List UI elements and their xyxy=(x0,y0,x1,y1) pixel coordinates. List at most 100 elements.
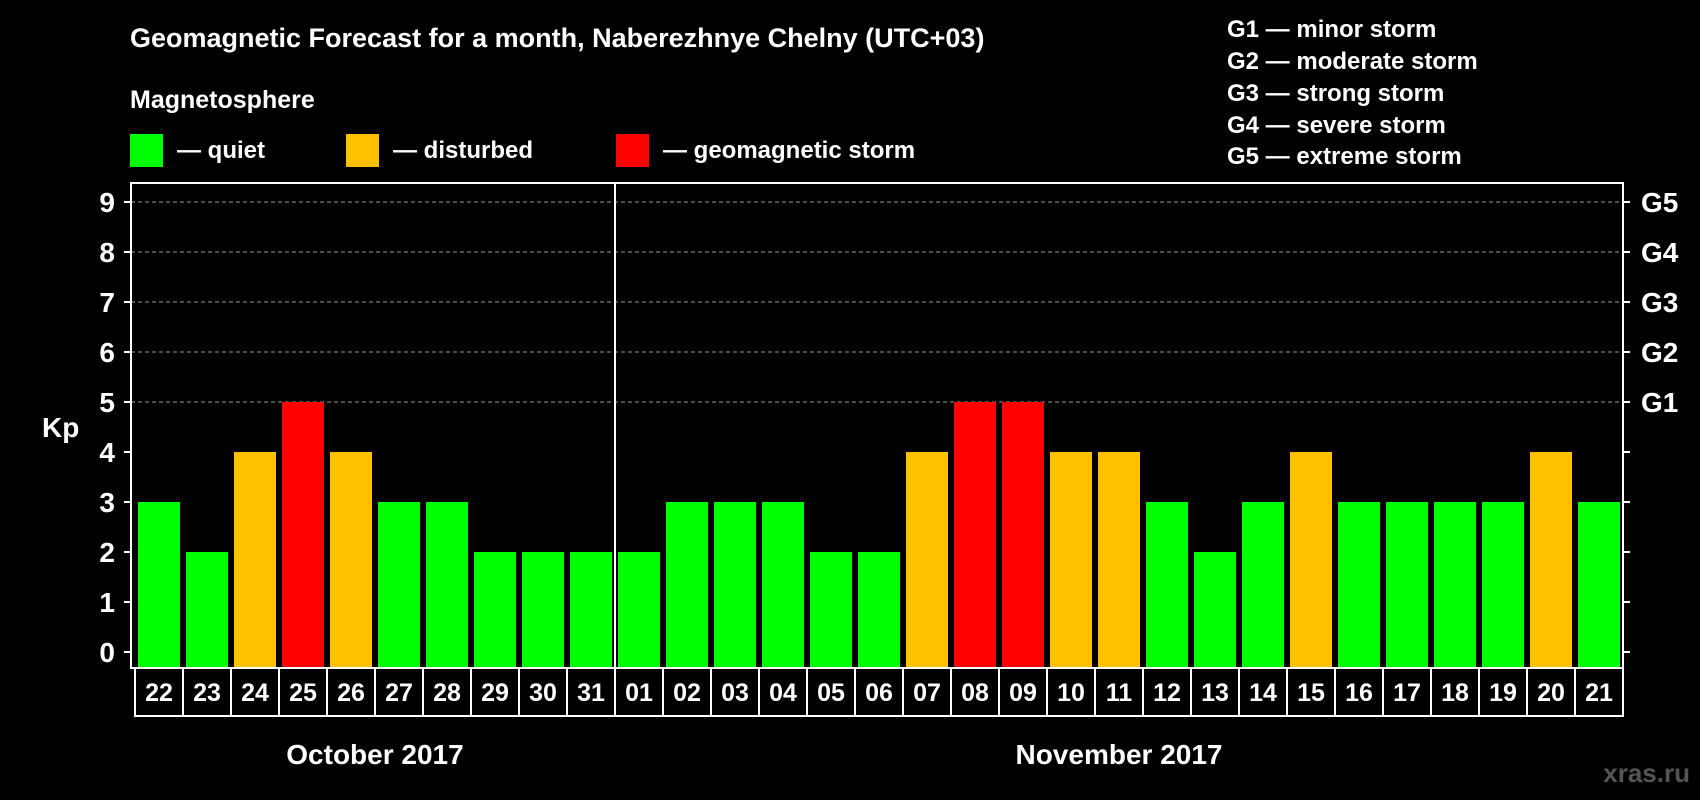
legend-label-quiet: — quiet xyxy=(177,137,265,164)
g-tick-label: G5 xyxy=(1641,187,1678,218)
bar-12 xyxy=(1146,502,1188,668)
date-label-01: 01 xyxy=(625,679,653,707)
legend-swatch-disturbed xyxy=(346,134,379,167)
bar-27 xyxy=(378,502,420,668)
date-label-18: 18 xyxy=(1441,679,1469,707)
legend: — quiet — disturbed — geomagnetic storm xyxy=(130,134,915,167)
date-label-31: 31 xyxy=(577,679,605,707)
date-label-06: 06 xyxy=(865,679,893,707)
date-label-03: 03 xyxy=(721,679,749,707)
chart-title: Geomagnetic Forecast for a month, Nabere… xyxy=(130,23,984,53)
date-label-04: 04 xyxy=(769,679,797,707)
bar-21 xyxy=(1578,502,1620,668)
bar-16 xyxy=(1338,502,1380,668)
g-scale-g5: G5 — extreme storm xyxy=(1227,143,1462,170)
date-label-05: 05 xyxy=(817,679,845,707)
bar-24 xyxy=(234,452,276,668)
date-label-19: 19 xyxy=(1489,679,1517,707)
g-scale-g3: G3 — strong storm xyxy=(1227,80,1444,107)
bar-23 xyxy=(186,552,228,668)
y-tick-label: 9 xyxy=(99,187,115,218)
month-label: November 2017 xyxy=(1015,739,1222,770)
month-label: October 2017 xyxy=(286,739,463,770)
bar-26 xyxy=(330,452,372,668)
bar-13 xyxy=(1194,552,1236,668)
y-tick-label: 8 xyxy=(99,237,115,268)
bar-20 xyxy=(1530,452,1572,668)
date-label-15: 15 xyxy=(1297,679,1325,707)
y-axis-label: Kp xyxy=(42,412,79,443)
g-scale-g2: G2 — moderate storm xyxy=(1227,48,1478,75)
date-label-09: 09 xyxy=(1009,679,1037,707)
date-axis-frame xyxy=(134,667,1624,717)
bar-03 xyxy=(714,502,756,668)
date-label-10: 10 xyxy=(1057,679,1085,707)
month-labels: October 2017 November 2017 xyxy=(286,739,1222,770)
g-tick-label: G4 xyxy=(1641,237,1679,268)
y-tick-label: 4 xyxy=(99,437,115,468)
date-label-17: 17 xyxy=(1393,679,1421,707)
y-tick-label: 3 xyxy=(99,487,115,518)
date-label-02: 02 xyxy=(673,679,701,707)
bar-17 xyxy=(1386,502,1428,668)
y-tick-label: 6 xyxy=(99,337,115,368)
bar-15 xyxy=(1290,452,1332,668)
date-label-26: 26 xyxy=(337,679,365,707)
g-scale-g4: G4 — severe storm xyxy=(1227,112,1446,139)
date-label-29: 29 xyxy=(481,679,509,707)
g-tick-label: G2 xyxy=(1641,337,1678,368)
bar-10 xyxy=(1050,452,1092,668)
bar-02 xyxy=(666,502,708,668)
bar-25 xyxy=(282,402,324,668)
bar-18 xyxy=(1434,502,1476,668)
g-axis-ticks: G1 G2 G3 G4 G5 xyxy=(1623,187,1679,653)
watermark: xras.ru xyxy=(1603,758,1690,788)
date-axis: 22 23 24 25 26 27 28 29 30 31 01 02 03 04 05 06 07 08 09 10… xyxy=(134,667,1624,717)
bar-11 xyxy=(1098,452,1140,668)
date-label-11: 11 xyxy=(1106,679,1133,707)
date-label-12: 12 xyxy=(1153,679,1181,707)
g-scale-legend: G1 — minor storm G2 — moderate storm G3 … xyxy=(1227,16,1478,170)
y-axis-ticks: 0 1 2 3 4 5 6 7 8 9 xyxy=(99,187,131,668)
bar-04 xyxy=(762,502,804,668)
date-label-28: 28 xyxy=(433,679,461,707)
y-tick-label: 0 xyxy=(99,637,115,668)
date-label-14: 14 xyxy=(1249,679,1277,707)
bar-08 xyxy=(954,402,996,668)
bar-30 xyxy=(522,552,564,668)
date-label-24: 24 xyxy=(241,679,269,707)
date-label-30: 30 xyxy=(529,679,557,707)
date-label-27: 27 xyxy=(385,679,413,707)
gridlines xyxy=(131,201,1623,403)
bar-05 xyxy=(810,552,852,668)
date-label-20: 20 xyxy=(1537,679,1565,707)
y-tick-label: 5 xyxy=(99,387,115,418)
bar-14 xyxy=(1242,502,1284,668)
date-label-22: 22 xyxy=(145,679,173,707)
legend-swatch-storm xyxy=(616,134,649,167)
bars xyxy=(138,402,1620,668)
bar-01 xyxy=(618,552,660,668)
legend-label-disturbed: — disturbed xyxy=(393,137,533,164)
y-tick-label: 1 xyxy=(99,587,115,618)
bar-28 xyxy=(426,502,468,668)
bar-19 xyxy=(1482,502,1524,668)
g-tick-label: G3 xyxy=(1641,287,1678,318)
legend-swatch-quiet xyxy=(130,134,163,167)
bar-09 xyxy=(1002,402,1044,668)
bar-31 xyxy=(570,552,612,668)
date-label-23: 23 xyxy=(193,679,221,707)
y-tick-label: 7 xyxy=(99,287,115,318)
legend-title: Magnetosphere xyxy=(130,86,315,114)
y-tick-label: 2 xyxy=(99,537,115,568)
legend-label-storm: — geomagnetic storm xyxy=(663,137,915,164)
bar-07 xyxy=(906,452,948,668)
date-label-21: 21 xyxy=(1585,679,1613,707)
bar-22 xyxy=(138,502,180,668)
g-scale-g1: G1 — minor storm xyxy=(1227,16,1436,43)
date-label-13: 13 xyxy=(1201,679,1229,707)
date-label-25: 25 xyxy=(289,679,317,707)
bar-29 xyxy=(474,552,516,668)
date-label-07: 07 xyxy=(913,679,941,707)
